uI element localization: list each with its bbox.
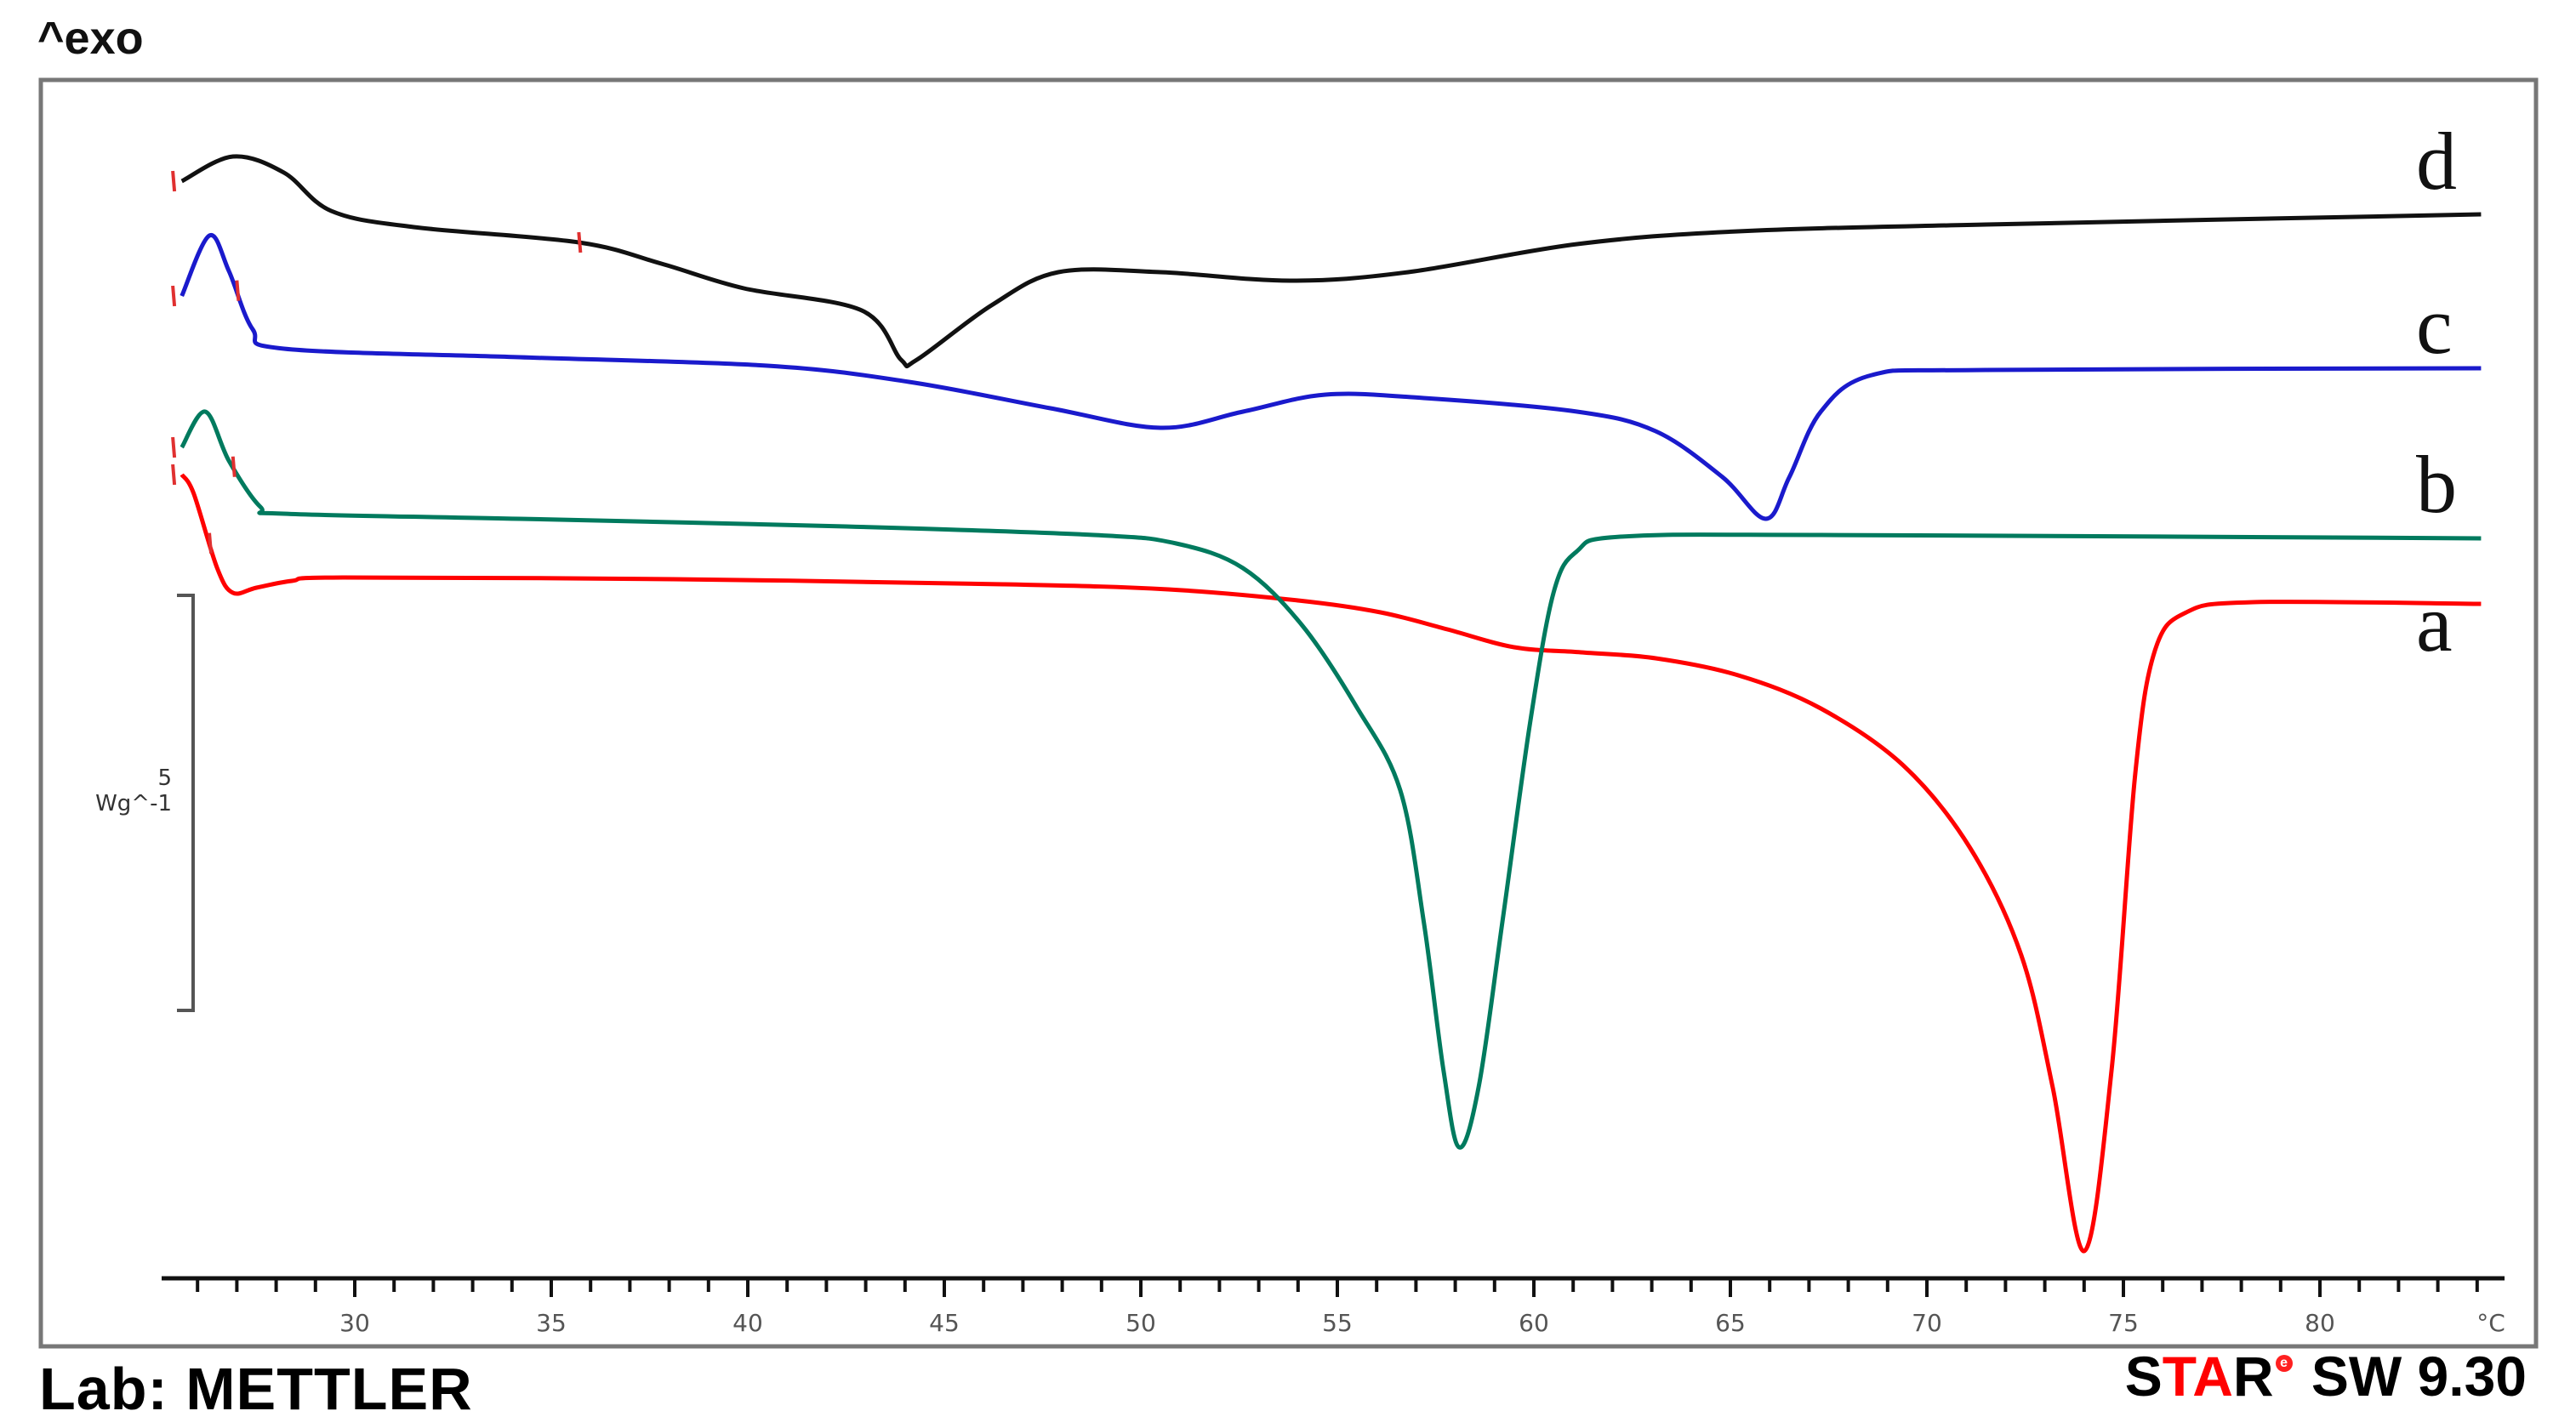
software-version-label: STAR e SW 9.30: [2125, 1348, 2527, 1404]
x-tick-label: 65: [1715, 1309, 1746, 1337]
curves: [180, 154, 2482, 1254]
limit-marker: [231, 456, 237, 477]
x-tick-label: 50: [1126, 1309, 1156, 1337]
scale-bar: [177, 594, 195, 1012]
limit-marker: [171, 436, 177, 458]
curve-a: [180, 473, 2482, 1254]
curve-c: [180, 233, 2482, 521]
software-r: R: [2232, 1345, 2274, 1408]
limit-marker: [208, 532, 214, 554]
curve-label-a: a: [2416, 577, 2453, 668]
limit-marker: [235, 280, 241, 301]
x-tick-label: 70: [1912, 1309, 1942, 1337]
x-unit-label: °C: [2476, 1309, 2505, 1337]
x-tick-label: 35: [536, 1309, 567, 1337]
limit-marker: [171, 464, 177, 486]
limit-marker: [171, 170, 177, 192]
plot-frame: [38, 77, 2539, 1349]
x-tick-label: 55: [1322, 1309, 1353, 1337]
software-version: SW 9.30: [2311, 1345, 2527, 1408]
scale-bar-value: 5: [157, 765, 172, 791]
software-ta: TA: [2162, 1345, 2233, 1408]
software-superscript: e: [2275, 1355, 2293, 1372]
curve-d: [180, 154, 2482, 369]
curve-label-b: b: [2416, 439, 2457, 530]
limit-marker: [577, 231, 583, 253]
limit-marker: [171, 285, 177, 307]
x-tick-label: 60: [1519, 1309, 1549, 1337]
x-axis: 30 35 40 45 50 55 60 65 70 75 80 °C: [162, 1276, 2505, 1337]
scale-bar-unit: Wg^-1: [95, 791, 172, 816]
curve-b: [180, 409, 2482, 1150]
x-tick-label: 30: [339, 1309, 370, 1337]
curve-label-d: d: [2416, 116, 2457, 207]
annotation-markers: [171, 170, 583, 554]
x-tick-label: 80: [2305, 1309, 2335, 1337]
exo-direction-label: ^exo: [37, 13, 144, 64]
curve-label-c: c: [2416, 280, 2453, 371]
x-tick-label: 40: [732, 1309, 763, 1337]
x-tick-label: 75: [2108, 1309, 2139, 1337]
x-tick-label: 45: [929, 1309, 960, 1337]
lab-label: Lab: METTLER: [39, 1356, 473, 1422]
software-s: S: [2124, 1345, 2163, 1408]
